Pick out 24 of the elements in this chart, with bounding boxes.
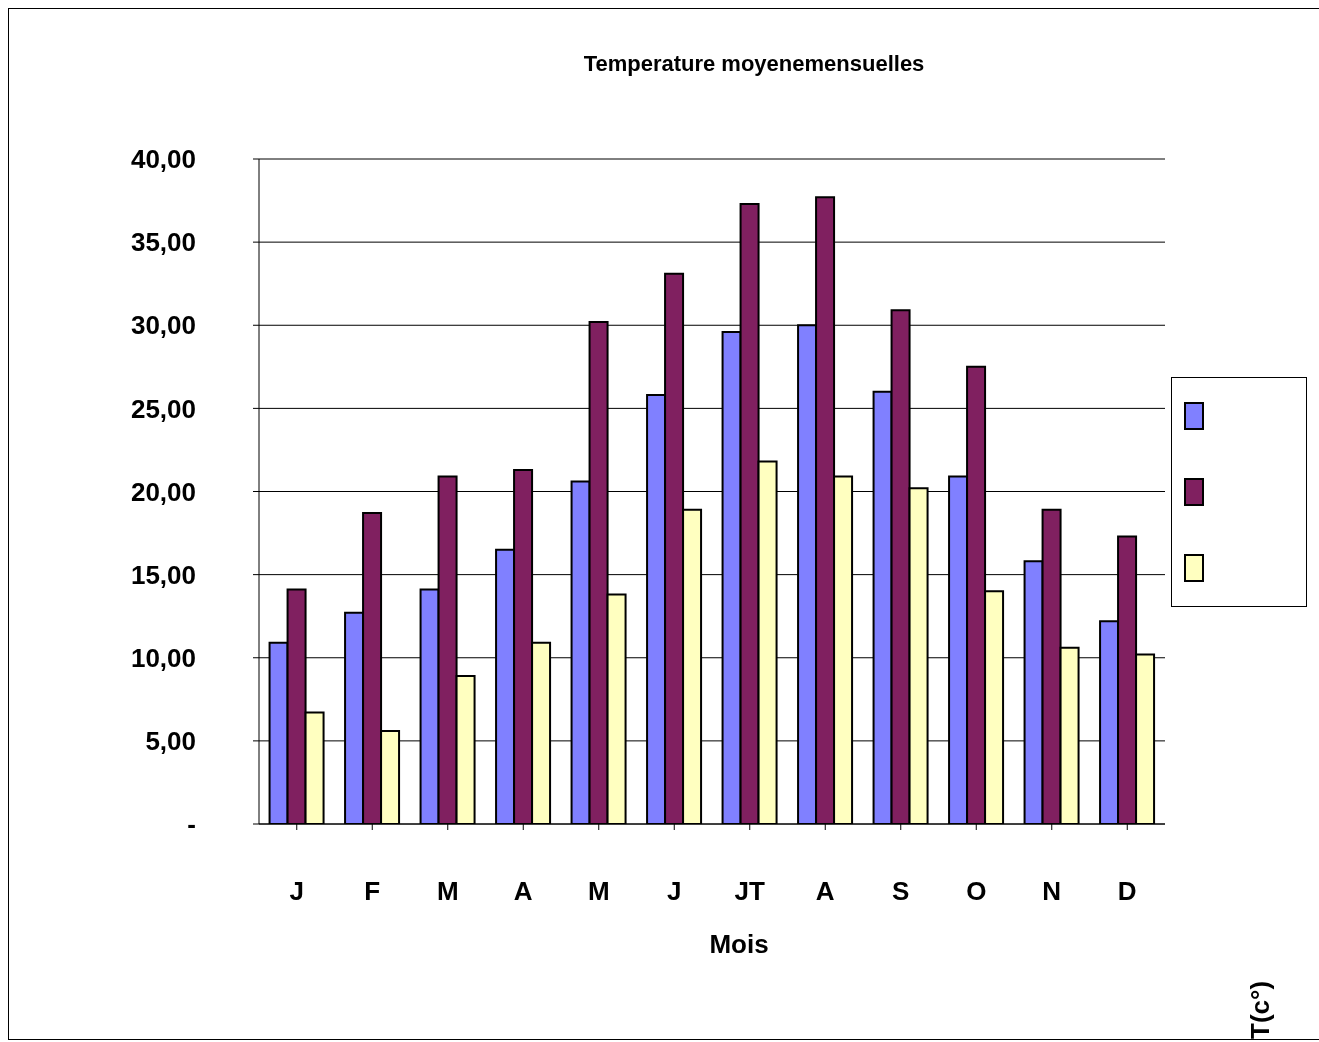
chart-title: Temperature moyenemensuelles <box>582 51 926 77</box>
x-tick-label: S <box>892 876 910 907</box>
x-tick-label: M <box>436 876 459 907</box>
y-tick-label: 35,00 <box>130 227 196 258</box>
x-tick-label: M <box>587 876 610 907</box>
x-tick-label: A <box>815 876 835 907</box>
y-tick-label: 30,00 <box>130 310 196 341</box>
x-tick-label: J <box>667 876 682 907</box>
x-tick-label: N <box>1042 876 1062 907</box>
y-tick-label: 40,00 <box>130 144 196 175</box>
y-tick-label: 10,00 <box>130 642 196 673</box>
x-tick-label: D <box>1117 876 1137 907</box>
x-tick-label: JT <box>734 876 766 907</box>
y-tick-label: 5,00 <box>145 726 196 757</box>
x-axis-title: Mois <box>708 929 770 960</box>
y-tick-label: 15,00 <box>130 559 196 590</box>
y-tick-label: - <box>187 809 196 840</box>
x-tick-label: A <box>513 876 533 907</box>
x-tick-label: O <box>966 876 987 907</box>
x-tick-label: F <box>364 876 381 907</box>
x-tick-label: J <box>289 876 304 907</box>
y-tick-label: 25,00 <box>130 393 196 424</box>
y-axis-title: T(c°) <box>1245 980 1276 1039</box>
y-tick-label: 20,00 <box>130 476 196 507</box>
